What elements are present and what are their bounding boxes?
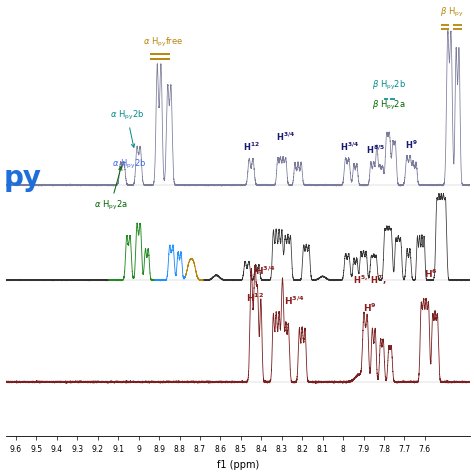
Text: $\beta$ H$_{\mathregular{py}}$2a: $\beta$ H$_{\mathregular{py}}$2a [372,99,406,112]
Text: $\beta$ H$_{\mathregular{py}}$2b: $\beta$ H$_{\mathregular{py}}$2b [372,79,406,92]
Text: $\alpha$ H$_{\mathregular{py}}$2b: $\alpha$ H$_{\mathregular{py}}$2b [110,109,144,147]
Text: H$^{\mathregular{3/4}}$: H$^{\mathregular{3/4}}$ [284,295,304,307]
Text: H$^{\mathregular{3/4}}$: H$^{\mathregular{3/4}}$ [340,140,359,153]
Text: py: py [4,164,42,192]
Text: H$^{\mathregular{6}}$: H$^{\mathregular{6}}$ [424,268,438,280]
Text: H$^{\mathregular{9}}$: H$^{\mathregular{9}}$ [405,139,418,151]
Text: H$^{\mathregular{5,}}$ H$^{\mathregular{7}}$,: H$^{\mathregular{5,}}$ H$^{\mathregular{… [353,273,386,287]
Text: H$^{\mathregular{8/5}}$: H$^{\mathregular{8/5}}$ [366,144,385,156]
Text: H$^{\mathregular{12}}$: H$^{\mathregular{12}}$ [246,292,264,304]
Text: $\alpha$ H$_{\mathregular{py}}$2b: $\alpha$ H$_{\mathregular{py}}$2b [112,158,146,171]
Text: H$^{\mathregular{12}}$: H$^{\mathregular{12}}$ [243,140,259,153]
Text: $\alpha$ H$_{\mathregular{py}}$2a: $\alpha$ H$_{\mathregular{py}}$2a [94,167,128,212]
Text: H$^{\mathregular{3/4}}$: H$^{\mathregular{3/4}}$ [255,264,276,277]
Text: $\beta$ H$_{\mathregular{py}}$: $\beta$ H$_{\mathregular{py}}$ [440,6,463,19]
Text: H$^{\mathregular{9}}$: H$^{\mathregular{9}}$ [363,301,376,314]
X-axis label: f1 (ppm): f1 (ppm) [217,460,259,470]
Text: $\alpha$ H$_{\mathregular{py}}$free: $\alpha$ H$_{\mathregular{py}}$free [143,36,183,49]
Text: H$^{\mathregular{3/4}}$: H$^{\mathregular{3/4}}$ [276,130,295,143]
